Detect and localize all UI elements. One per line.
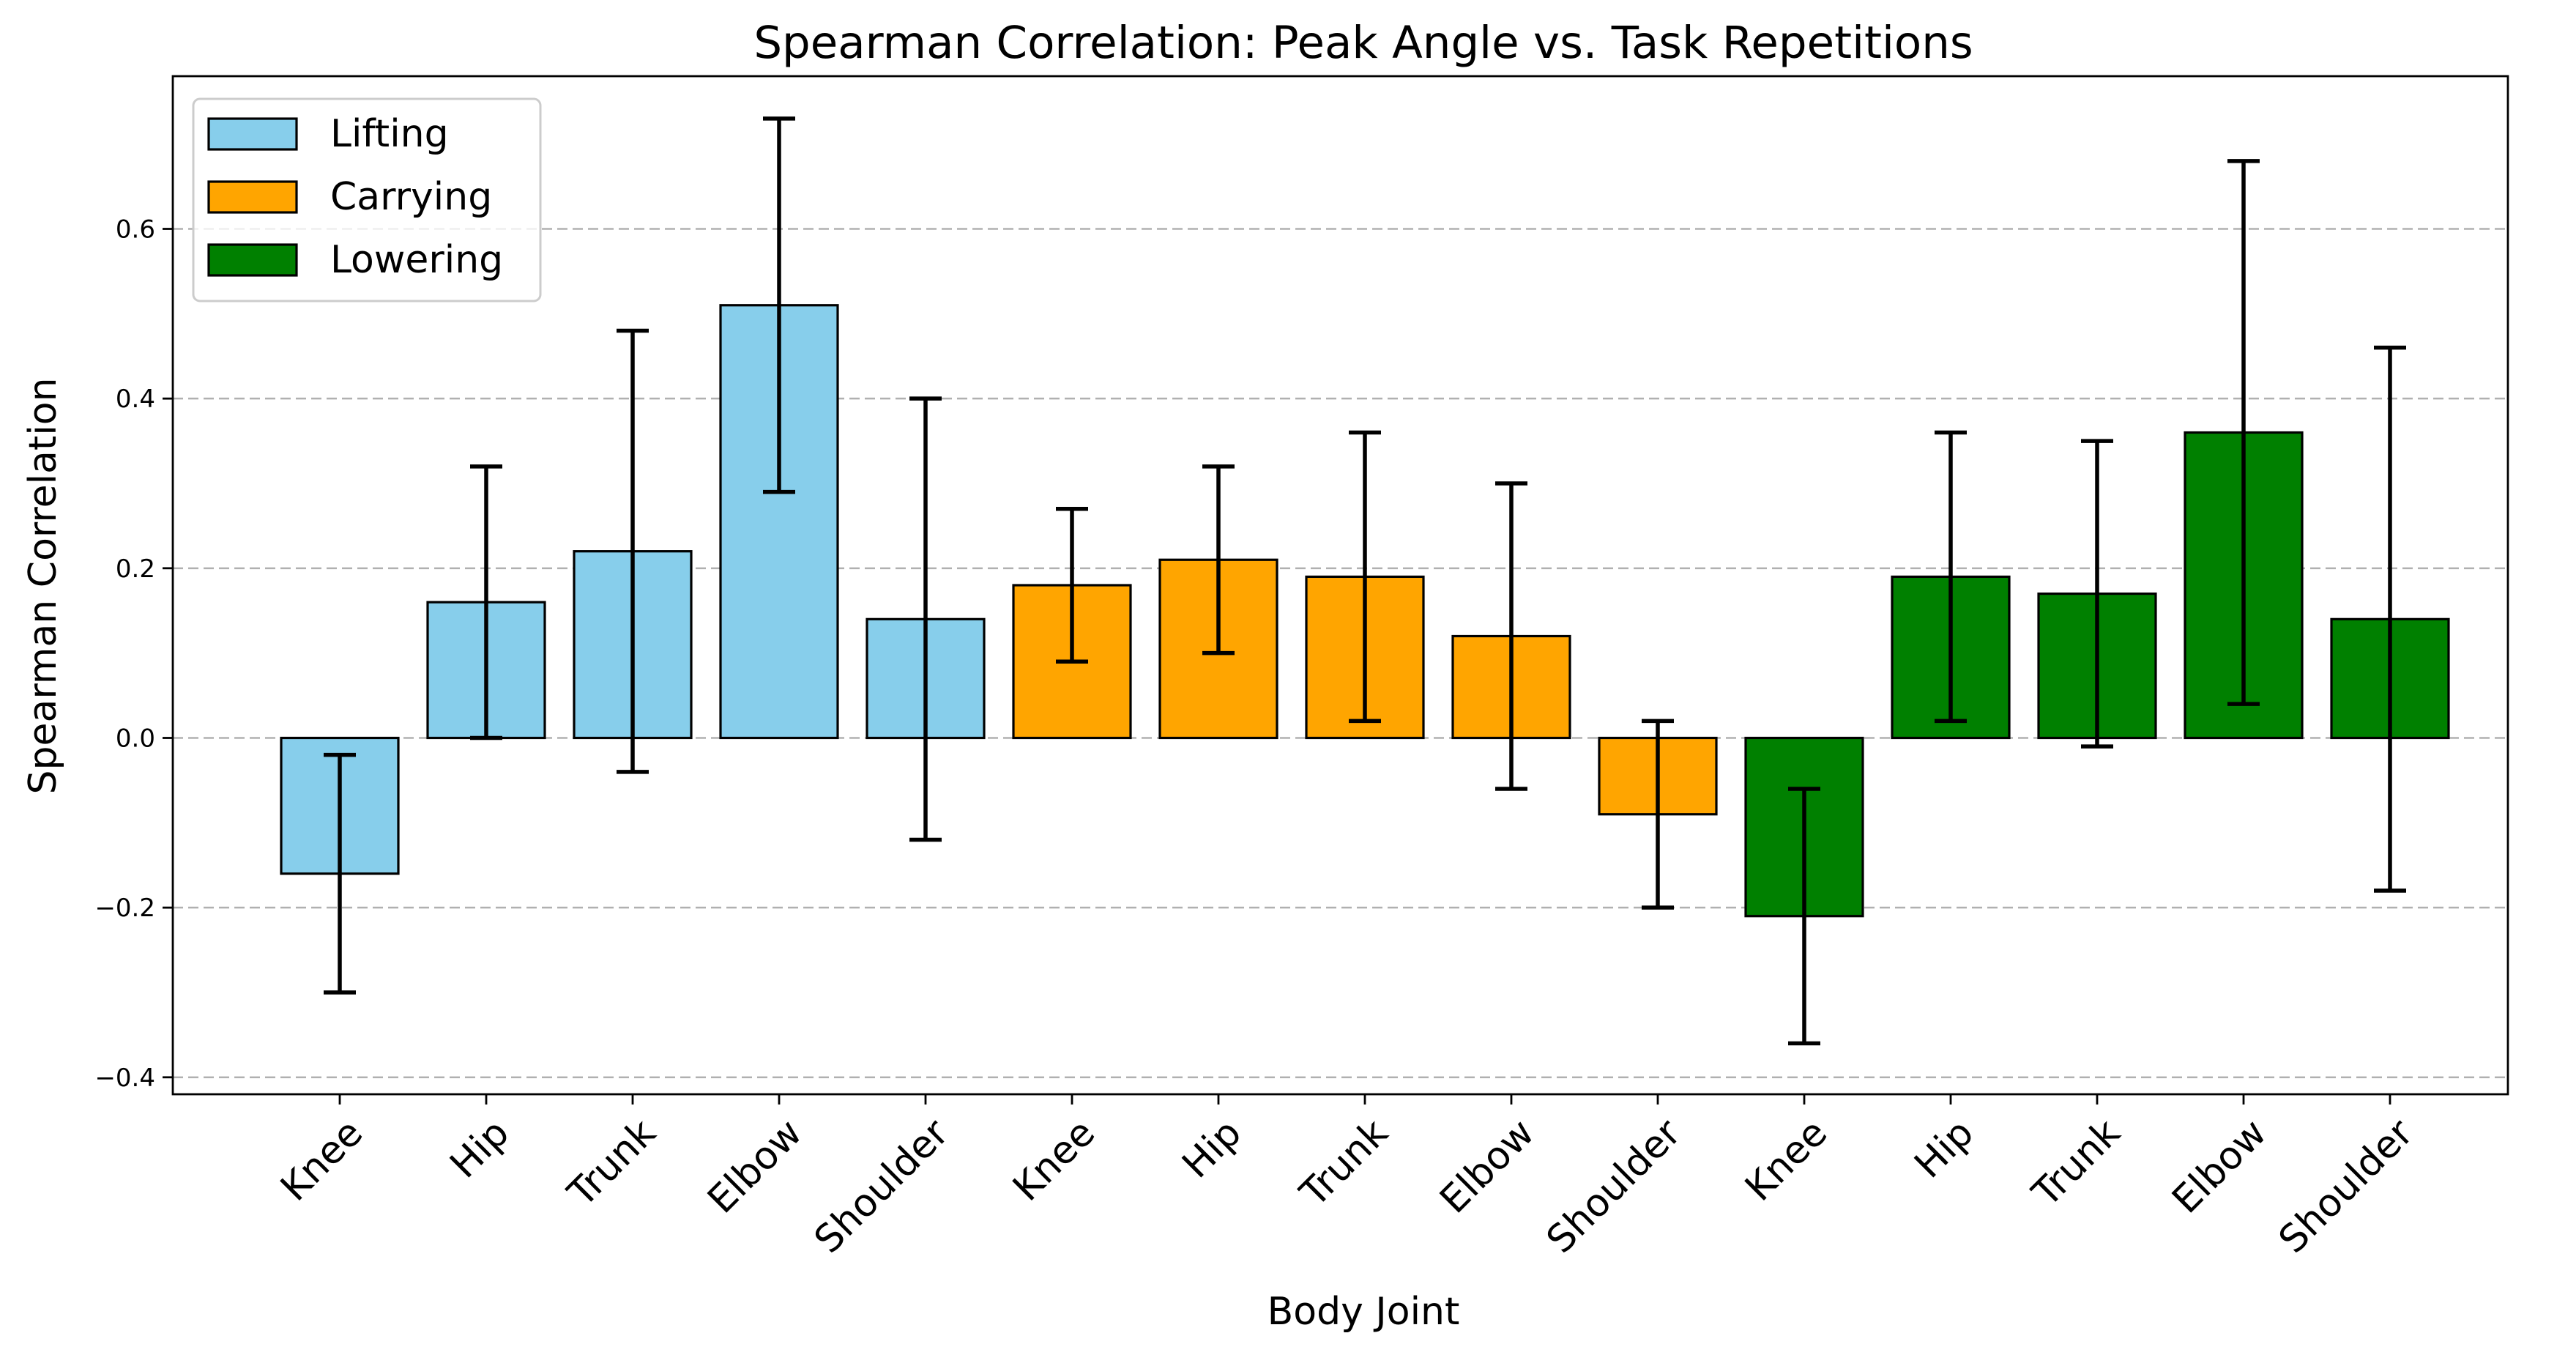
legend-swatch-lifting xyxy=(207,117,298,151)
legend-swatch-carrying xyxy=(207,180,298,214)
y-tick-label: 0.6 xyxy=(116,215,155,245)
legend-label-lifting: Lifting xyxy=(330,112,449,156)
x-axis-label: Body Joint xyxy=(1267,1290,1460,1334)
y-axis-label: Spearman Correlation xyxy=(21,377,65,794)
y-tick-label: 0.4 xyxy=(116,385,155,414)
y-tick-label: 0.0 xyxy=(116,724,155,754)
legend-label-lowering: Lowering xyxy=(330,238,503,282)
legend-swatch-lowering xyxy=(207,243,298,277)
y-tick-label: 0.2 xyxy=(116,554,155,584)
legend-label-carrying: Carrying xyxy=(330,175,492,219)
y-tick-label: −0.4 xyxy=(94,1063,155,1093)
y-tick-label: −0.2 xyxy=(94,894,155,923)
chart-title: Spearman Correlation: Peak Angle vs. Tas… xyxy=(753,17,1973,69)
y-axis-ticks: −0.4 −0.2 0.0 0.2 0.4 0.6 xyxy=(94,215,173,1093)
error-bars xyxy=(324,116,2406,1046)
legend: Lifting Carrying Lowering xyxy=(192,97,542,302)
plot-frame xyxy=(171,75,2509,1096)
grid-lines xyxy=(173,228,2508,1079)
